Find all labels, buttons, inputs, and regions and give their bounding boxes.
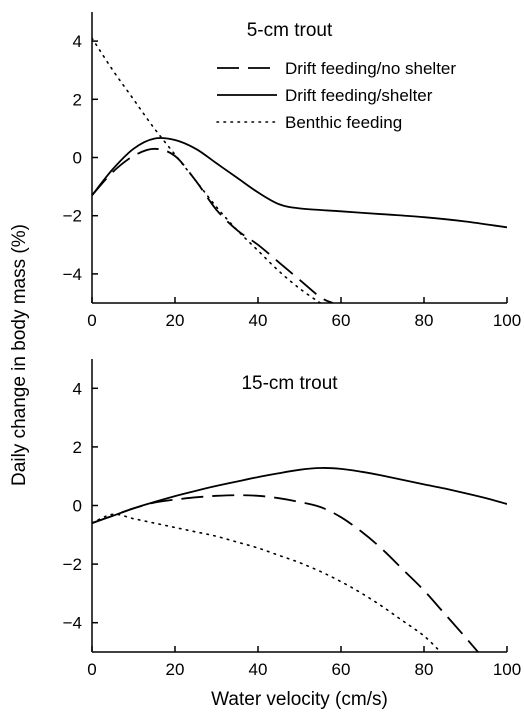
x-tick-label: 20 [166,660,185,679]
y-tick-label: 0 [73,497,82,516]
x-tick-label: 40 [249,311,268,330]
x-tick-label: 80 [415,660,434,679]
y-tick-label: 4 [73,379,82,398]
y-tick-label: −4 [63,614,82,633]
y-tick-label: 2 [73,90,82,109]
panel-title: 5-cm trout [247,20,333,41]
series-line-dashed [92,147,334,303]
x-axis-label: Water velocity (cm/s) [211,689,388,710]
legend: Drift feeding/no shelter Drift feeding/sh… [216,59,456,132]
x-tick-label: 60 [332,311,351,330]
y-tick-label: 2 [73,438,82,457]
x-tick-label: 60 [332,660,351,679]
y-tick-label: −4 [63,265,82,284]
legend-label: Drift feeding/no shelter [285,59,456,78]
legend-label: Benthic feeding [285,113,402,132]
x-tick-label: 20 [166,311,185,330]
y-tick-label: −2 [63,555,82,574]
y-tick-label: 0 [73,149,82,168]
x-tick-label: 100 [493,660,521,679]
series-line-dotted [92,513,442,652]
series-line-solid [92,467,507,524]
x-tick-label: 100 [493,311,521,330]
y-tick-label: −2 [63,207,82,226]
y-tick-label: 4 [73,32,82,51]
y-axis-label: Daily change in body mass (%) [9,224,30,486]
x-tick-label: 40 [249,660,268,679]
series-line-solid [92,137,507,229]
series-line-dashed [92,494,479,652]
x-tick-label: 0 [87,660,96,679]
series-line-dotted [92,37,322,303]
legend-label: Drift feeding/shelter [285,86,433,105]
x-tick-label: 0 [87,311,96,330]
x-tick-label: 80 [415,311,434,330]
panel-title: 15-cm trout [241,373,338,394]
